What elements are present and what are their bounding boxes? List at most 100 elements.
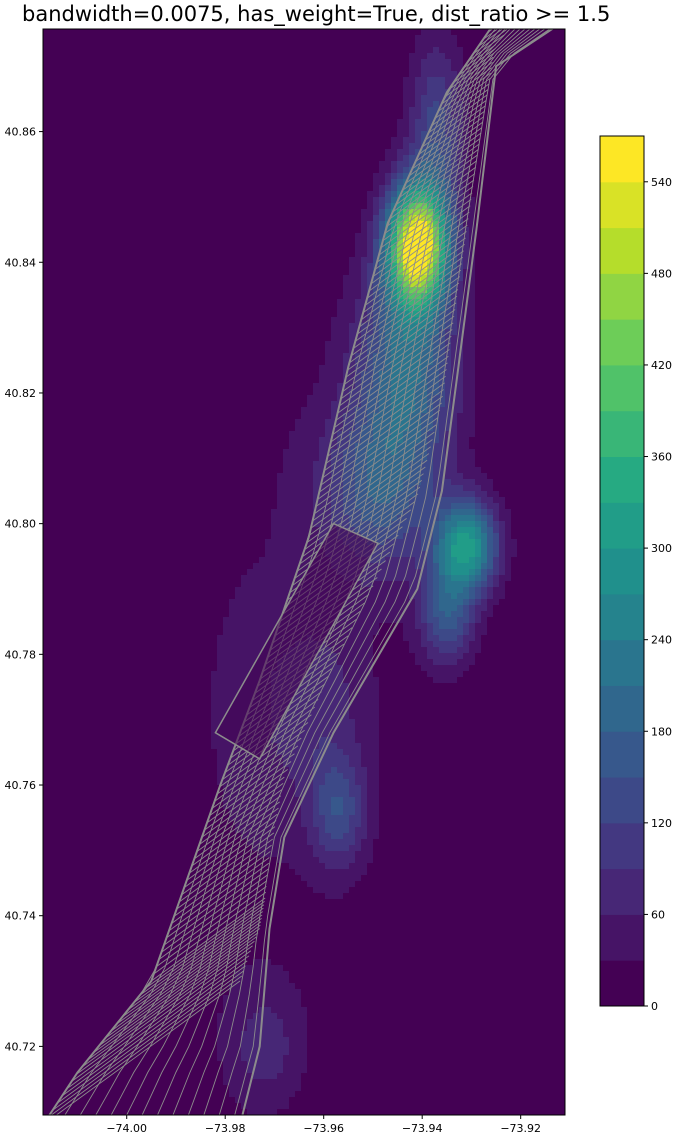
contour-cell	[445, 107, 452, 114]
contour-cell	[43, 425, 296, 432]
contour-cell	[511, 569, 565, 576]
contour-cell	[379, 683, 565, 690]
contour-cell	[379, 689, 565, 696]
contour-cell	[469, 107, 565, 114]
contour-cell	[379, 815, 565, 822]
contour-cell	[409, 467, 422, 474]
contour-cell	[451, 269, 458, 276]
contour-cell	[463, 335, 476, 342]
contour-cell	[445, 515, 452, 522]
contour-cell	[475, 197, 565, 204]
contour-cell	[313, 497, 332, 504]
contour-cell	[367, 395, 380, 402]
contour-cell	[469, 581, 476, 588]
contour-cell	[247, 1025, 284, 1032]
contour-cell	[373, 233, 380, 240]
contour-cell	[43, 959, 254, 966]
contour-cell	[349, 695, 380, 702]
contour-cell	[421, 635, 428, 642]
contour-cell	[463, 365, 476, 372]
contour-cell	[313, 491, 332, 498]
contour-cell	[445, 281, 452, 288]
contour-cell	[337, 443, 350, 450]
contour-cell	[427, 599, 434, 606]
contour-cell	[325, 815, 350, 822]
contour-cell	[493, 569, 500, 576]
contour-cell	[433, 203, 440, 210]
contour-cell	[511, 563, 565, 570]
contour-cell	[331, 647, 374, 654]
contour-cell	[433, 449, 446, 456]
contour-cell	[331, 323, 350, 330]
contour-cell	[379, 743, 565, 750]
contour-cell	[43, 251, 356, 258]
contour-cell	[463, 101, 470, 108]
contour-cell	[289, 1037, 308, 1044]
contour-cell	[253, 1073, 278, 1080]
contour-cell	[391, 227, 398, 234]
contour-cell	[43, 65, 410, 72]
contour-cell	[385, 269, 392, 276]
contour-cell	[361, 797, 368, 804]
contour-cell	[403, 143, 410, 150]
contour-cell	[373, 653, 416, 660]
contour-cell	[445, 455, 458, 462]
contour-cell	[43, 623, 224, 630]
contour-cell	[463, 251, 470, 258]
contour-cell	[43, 317, 332, 324]
contour-cell	[475, 317, 565, 324]
contour-cell	[481, 563, 488, 570]
contour-cell	[415, 383, 428, 390]
contour-cell	[379, 767, 565, 774]
contour-cell	[391, 257, 398, 264]
contour-cell	[391, 395, 416, 402]
contour-cell	[43, 125, 398, 132]
contour-cell	[385, 209, 392, 216]
contour-cell	[421, 581, 428, 588]
contour-cell	[427, 653, 464, 660]
contour-cell	[379, 395, 392, 402]
contour-cell	[43, 359, 326, 366]
contour-cell	[373, 839, 565, 846]
contour-cell	[493, 485, 565, 492]
contour-cell	[379, 221, 386, 228]
contour-cell	[43, 221, 362, 228]
colorbar-band	[600, 731, 644, 778]
contour-cell	[433, 581, 440, 588]
contour-cell	[445, 77, 458, 84]
contour-cell	[373, 275, 380, 282]
contour-cell	[469, 533, 476, 540]
colorbar-band	[600, 548, 644, 595]
contour-cell	[361, 437, 374, 444]
contour-cell	[415, 119, 428, 126]
contour-cell	[475, 605, 488, 612]
contour-cell	[43, 563, 254, 570]
contour-cell	[361, 215, 374, 222]
contour-cell	[43, 671, 212, 678]
contour-cell	[463, 149, 470, 156]
contour-cell	[397, 233, 404, 240]
contour-cell	[457, 269, 464, 276]
colorbar-band	[600, 502, 644, 549]
contour-cell	[217, 1013, 254, 1020]
contour-cell	[445, 53, 464, 60]
contour-cell	[367, 251, 374, 258]
contour-cell	[361, 803, 368, 810]
contour-cell	[427, 89, 452, 96]
contour-cell	[469, 605, 476, 612]
contour-cell	[427, 251, 434, 258]
contour-cell	[457, 179, 464, 186]
contour-cell	[415, 617, 422, 624]
contour-cell	[43, 611, 230, 618]
contour-cell	[415, 83, 428, 90]
contour-cell	[421, 95, 452, 102]
contour-cell	[397, 215, 404, 222]
contour-cell	[475, 545, 482, 552]
contour-cell	[445, 527, 452, 534]
contour-cell	[43, 473, 278, 480]
contour-cell	[427, 551, 434, 558]
contour-cell	[43, 203, 368, 210]
contour-cell	[487, 557, 494, 564]
contour-cell	[445, 383, 452, 390]
contour-cell	[43, 35, 416, 42]
